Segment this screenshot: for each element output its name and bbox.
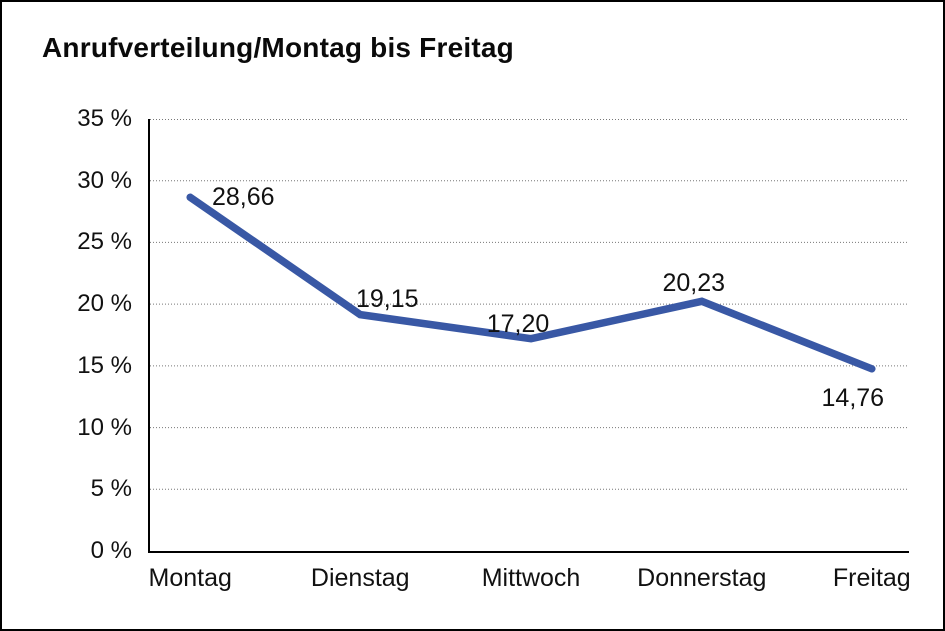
chart-title: Anrufverteilung/Montag bis Freitag [42,32,514,63]
plot-area [148,119,909,553]
data-label: 17,20 [486,309,550,338]
y-tick-label: 20 % [77,290,132,318]
x-axis-label: Donnerstag [637,564,767,592]
x-axis-label: Mittwoch [481,564,581,592]
y-tick-label: 35 % [77,105,132,132]
x-axis-label: Freitag [832,564,911,592]
y-tick-label: 15 % [77,351,132,379]
y-tick-label: 5 % [90,475,132,503]
series-line [186,193,876,373]
y-tick-label: 0 % [90,537,132,564]
data-label: 28,66 [211,183,275,212]
data-label: 19,15 [355,284,419,313]
x-axis-label: Montag [148,564,232,592]
data-label: 14,76 [821,383,885,412]
data-label: 20,23 [662,269,726,298]
y-tick-label: 25 % [77,228,132,256]
x-axis-label: Dienstag [310,564,410,592]
line-chart-svg [150,119,909,490]
y-tick-label: 30 % [77,166,132,194]
y-tick-label: 10 % [77,413,132,441]
